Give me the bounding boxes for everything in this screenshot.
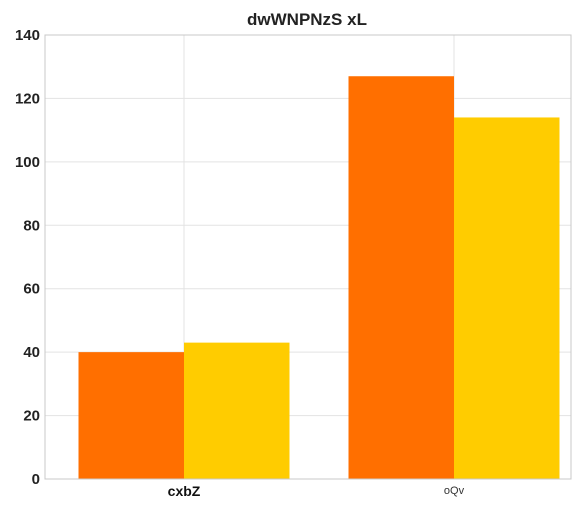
plot-frame <box>44 34 572 480</box>
bar-oQv-series-2 <box>454 117 560 479</box>
x-axis-ticks: cxbZ oQv <box>168 483 465 499</box>
y-axis-ticks: 0 20 40 60 80 100 120 140 <box>15 27 40 488</box>
y-tick-label: 100 <box>15 154 40 171</box>
y-tick-label: 40 <box>23 344 40 361</box>
y-tick-label: 120 <box>15 90 40 107</box>
y-tick-label: 60 <box>23 281 40 298</box>
bar-oQv-series-1 <box>348 76 454 479</box>
chart-title: dwWNPNzS xL <box>247 10 367 29</box>
y-tick-label: 20 <box>23 408 40 425</box>
bars <box>78 76 560 479</box>
x-tick-label: cxbZ <box>168 483 201 499</box>
y-tick-label: 0 <box>32 471 40 488</box>
y-tick-label: 140 <box>15 27 40 44</box>
bar-cxbZ-series-2 <box>184 342 290 479</box>
y-tick-label: 80 <box>23 217 40 234</box>
x-tick-label: oQv <box>444 485 465 497</box>
bar-cxbZ-series-1 <box>78 352 184 479</box>
